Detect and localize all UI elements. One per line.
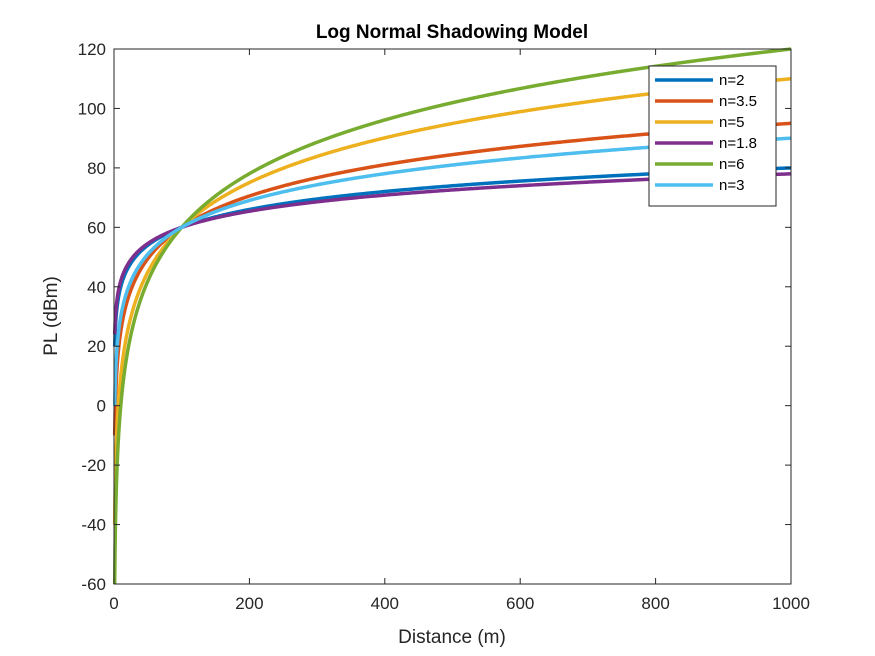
legend-box (648, 65, 777, 207)
y-tick-label: -40 (81, 516, 106, 535)
legend-label: n=1.8 (719, 135, 757, 152)
legend-label: n=2 (719, 72, 744, 89)
x-tick-label: 1000 (772, 594, 810, 613)
x-tick-label: 200 (235, 594, 263, 613)
y-tick-label: 60 (87, 218, 106, 237)
x-tick-label: 800 (641, 594, 669, 613)
plot-frame (113, 48, 792, 585)
x-tick-label: 600 (506, 594, 534, 613)
y-tick-label: 100 (78, 99, 106, 118)
y-tick-label: -60 (81, 575, 106, 594)
legend-label: n=3.5 (719, 93, 757, 110)
legend-label: n=3 (719, 177, 744, 194)
x-axis-label: Distance (m) (398, 627, 506, 648)
y-axis-label: PL (dBm) (41, 276, 62, 356)
legend-label: n=6 (719, 156, 744, 173)
y-tick-label: 0 (97, 397, 106, 416)
x-axis: 0 200 400 600 800 1000 (109, 49, 810, 613)
y-tick-label: 80 (87, 159, 106, 178)
legend: n=2 n=3.5 n=5 n=1.8 n=6 n=3 (648, 65, 777, 207)
series-line (112, 47, 792, 585)
x-tick-label: 0 (109, 594, 118, 613)
chart-title: Log Normal Shadowing Model (316, 22, 588, 43)
y-tick-label: 40 (87, 278, 106, 297)
y-tick-label: 20 (87, 337, 106, 356)
x-tick-label: 400 (371, 594, 399, 613)
legend-label: n=5 (719, 114, 744, 131)
y-axis: -60 -40 -20 0 20 40 60 80 100 120 (78, 40, 791, 594)
y-tick-label: 120 (78, 40, 106, 59)
y-tick-label: -20 (81, 456, 106, 475)
